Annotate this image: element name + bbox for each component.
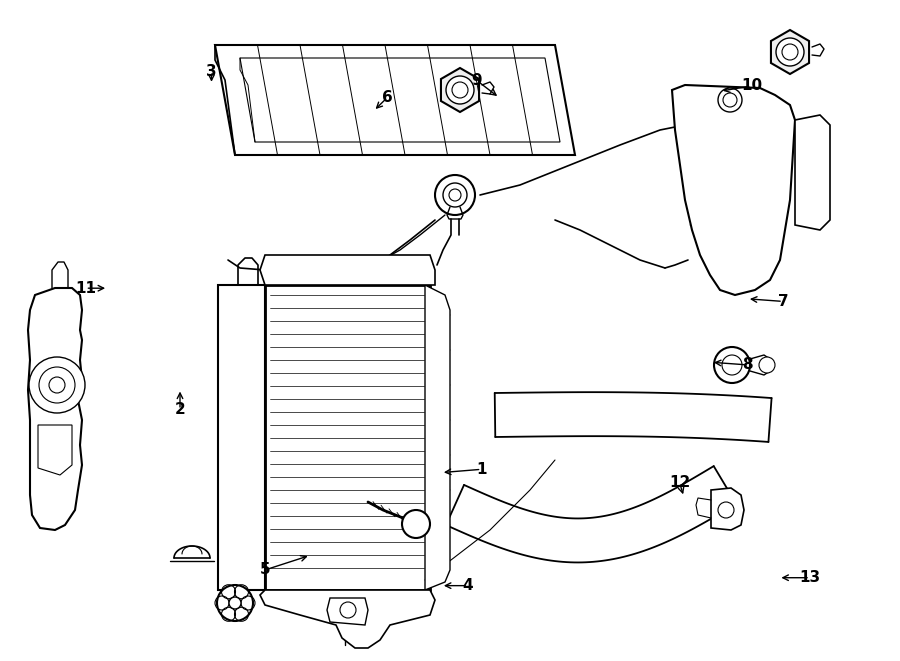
Polygon shape	[215, 45, 575, 155]
Circle shape	[759, 357, 775, 373]
Circle shape	[714, 347, 750, 383]
Circle shape	[718, 88, 742, 112]
Circle shape	[229, 597, 241, 609]
Circle shape	[443, 183, 467, 207]
Polygon shape	[38, 425, 72, 475]
Polygon shape	[672, 85, 795, 295]
Polygon shape	[260, 590, 435, 648]
Text: 13: 13	[799, 570, 821, 585]
Text: 6: 6	[382, 91, 392, 105]
Polygon shape	[240, 58, 560, 142]
Polygon shape	[795, 115, 830, 230]
Text: 1: 1	[476, 462, 487, 477]
Circle shape	[435, 175, 475, 215]
Polygon shape	[711, 488, 744, 530]
Text: 5: 5	[260, 563, 271, 577]
Text: 2: 2	[175, 403, 185, 417]
Polygon shape	[265, 285, 430, 590]
Circle shape	[446, 76, 474, 104]
Text: 8: 8	[742, 358, 752, 372]
Text: 11: 11	[75, 281, 96, 295]
Polygon shape	[771, 30, 809, 74]
Text: 4: 4	[463, 578, 473, 593]
Circle shape	[217, 585, 253, 621]
Circle shape	[402, 510, 430, 538]
Polygon shape	[218, 285, 265, 590]
Polygon shape	[425, 285, 450, 590]
Circle shape	[776, 38, 804, 66]
Text: 7: 7	[778, 294, 788, 309]
Text: 9: 9	[472, 73, 482, 88]
Polygon shape	[28, 288, 82, 530]
Text: 10: 10	[741, 79, 762, 93]
Polygon shape	[327, 598, 368, 625]
Text: 12: 12	[669, 475, 690, 490]
Polygon shape	[260, 255, 435, 285]
Circle shape	[29, 357, 85, 413]
Text: 3: 3	[206, 64, 217, 79]
Polygon shape	[441, 68, 479, 112]
